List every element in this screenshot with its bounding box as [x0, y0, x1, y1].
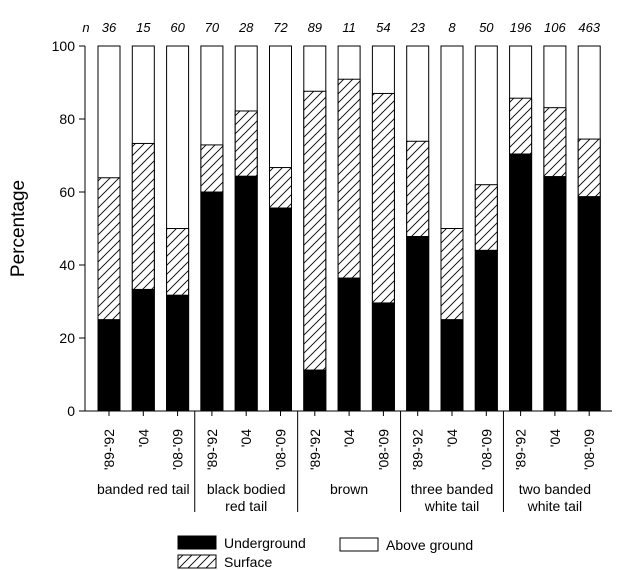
bar-underground — [131, 288, 155, 412]
y-tick-label: 40 — [59, 257, 75, 273]
bar-underground — [303, 369, 327, 412]
bar-surface — [200, 144, 224, 193]
x-tick-label: '89-'92 — [513, 429, 529, 470]
bar-surface — [97, 177, 121, 321]
x-tick-label: '04 — [547, 429, 563, 447]
y-tick-label: 20 — [59, 330, 75, 346]
x-tick-label: '08-'09 — [273, 429, 289, 470]
bar-underground — [577, 196, 601, 412]
x-tick-label: '08-'09 — [478, 429, 494, 470]
n-value: 28 — [238, 20, 254, 35]
bar-surface — [269, 167, 292, 209]
y-tick-label: 0 — [67, 403, 75, 419]
bar-underground — [371, 302, 395, 412]
bar-surface — [337, 78, 361, 279]
plot-area: 0 20 40 60 80 100 Percentage n '89-'92 36 '04 15 '08… — [8, 20, 612, 570]
legend-label: Underground — [224, 535, 306, 551]
n-value: 11 — [342, 20, 356, 35]
n-value: 54 — [376, 20, 390, 35]
y-tick-label: 60 — [59, 184, 75, 200]
x-tick-label: '89-'92 — [307, 429, 323, 470]
group-label: white tail — [527, 498, 582, 514]
legend-label: Surface — [224, 554, 272, 570]
legend-swatch — [177, 554, 217, 569]
y-tick-label: 80 — [59, 111, 75, 127]
n-value: 106 — [544, 20, 566, 35]
n-value: 89 — [308, 20, 322, 35]
bar-surface — [303, 90, 327, 371]
bar-underground — [406, 236, 430, 412]
y-tick-label: 100 — [52, 38, 76, 54]
group-label: banded red tail — [97, 481, 190, 497]
bar-underground — [166, 294, 190, 412]
bar-underground — [509, 153, 533, 412]
n-header: n — [82, 20, 89, 35]
bar-surface — [509, 97, 533, 155]
y-axis-label: Percentage — [8, 180, 29, 277]
x-tick-label: '04 — [135, 429, 151, 447]
x-tick-label: '08-'09 — [581, 429, 597, 470]
bar-surface — [406, 140, 430, 238]
bar-surface — [577, 138, 601, 198]
bar-surface — [440, 228, 464, 321]
n-value: 72 — [273, 20, 288, 35]
group-label: brown — [330, 481, 368, 497]
bar-surface — [371, 92, 395, 304]
n-value: 60 — [170, 20, 185, 35]
group-label: three banded — [411, 481, 494, 497]
x-tick-label: '04 — [238, 429, 254, 447]
bar-surface — [234, 110, 258, 177]
n-value: 70 — [205, 20, 220, 35]
group-label: white tail — [424, 498, 479, 514]
legend-swatch — [339, 537, 379, 552]
bar-underground — [97, 319, 121, 412]
bar-underground — [474, 249, 498, 412]
bar-underground — [337, 277, 361, 412]
x-tick-label: '08-'09 — [170, 429, 186, 470]
n-value: 463 — [578, 20, 600, 35]
x-tick-label: '89-'92 — [101, 429, 117, 470]
bar-underground — [269, 207, 292, 412]
bar-underground — [440, 319, 464, 412]
group-label: black bodied — [207, 481, 286, 497]
n-value: 15 — [136, 20, 151, 35]
legend-swatch — [177, 535, 217, 550]
bar-surface — [166, 228, 190, 296]
bar-underground — [234, 175, 258, 412]
n-value: 196 — [510, 20, 532, 35]
x-tick-label: '89-'92 — [410, 429, 426, 470]
bar-surface — [474, 184, 498, 251]
n-value: 36 — [102, 20, 117, 35]
bar-surface — [131, 142, 155, 290]
n-value: 23 — [409, 20, 425, 35]
bar-underground — [200, 191, 224, 412]
x-tick-label: '89-'92 — [204, 429, 220, 470]
group-label: two banded — [519, 481, 591, 497]
x-tick-label: '04 — [444, 429, 460, 447]
bar-underground — [543, 176, 567, 412]
n-value: 8 — [448, 20, 456, 35]
n-value: 50 — [479, 20, 494, 35]
bar-surface — [543, 107, 567, 178]
legend-label: Above ground — [386, 537, 473, 553]
x-tick-label: '08-'09 — [375, 429, 391, 470]
x-tick-label: '04 — [341, 429, 357, 447]
group-label: red tail — [225, 498, 267, 514]
